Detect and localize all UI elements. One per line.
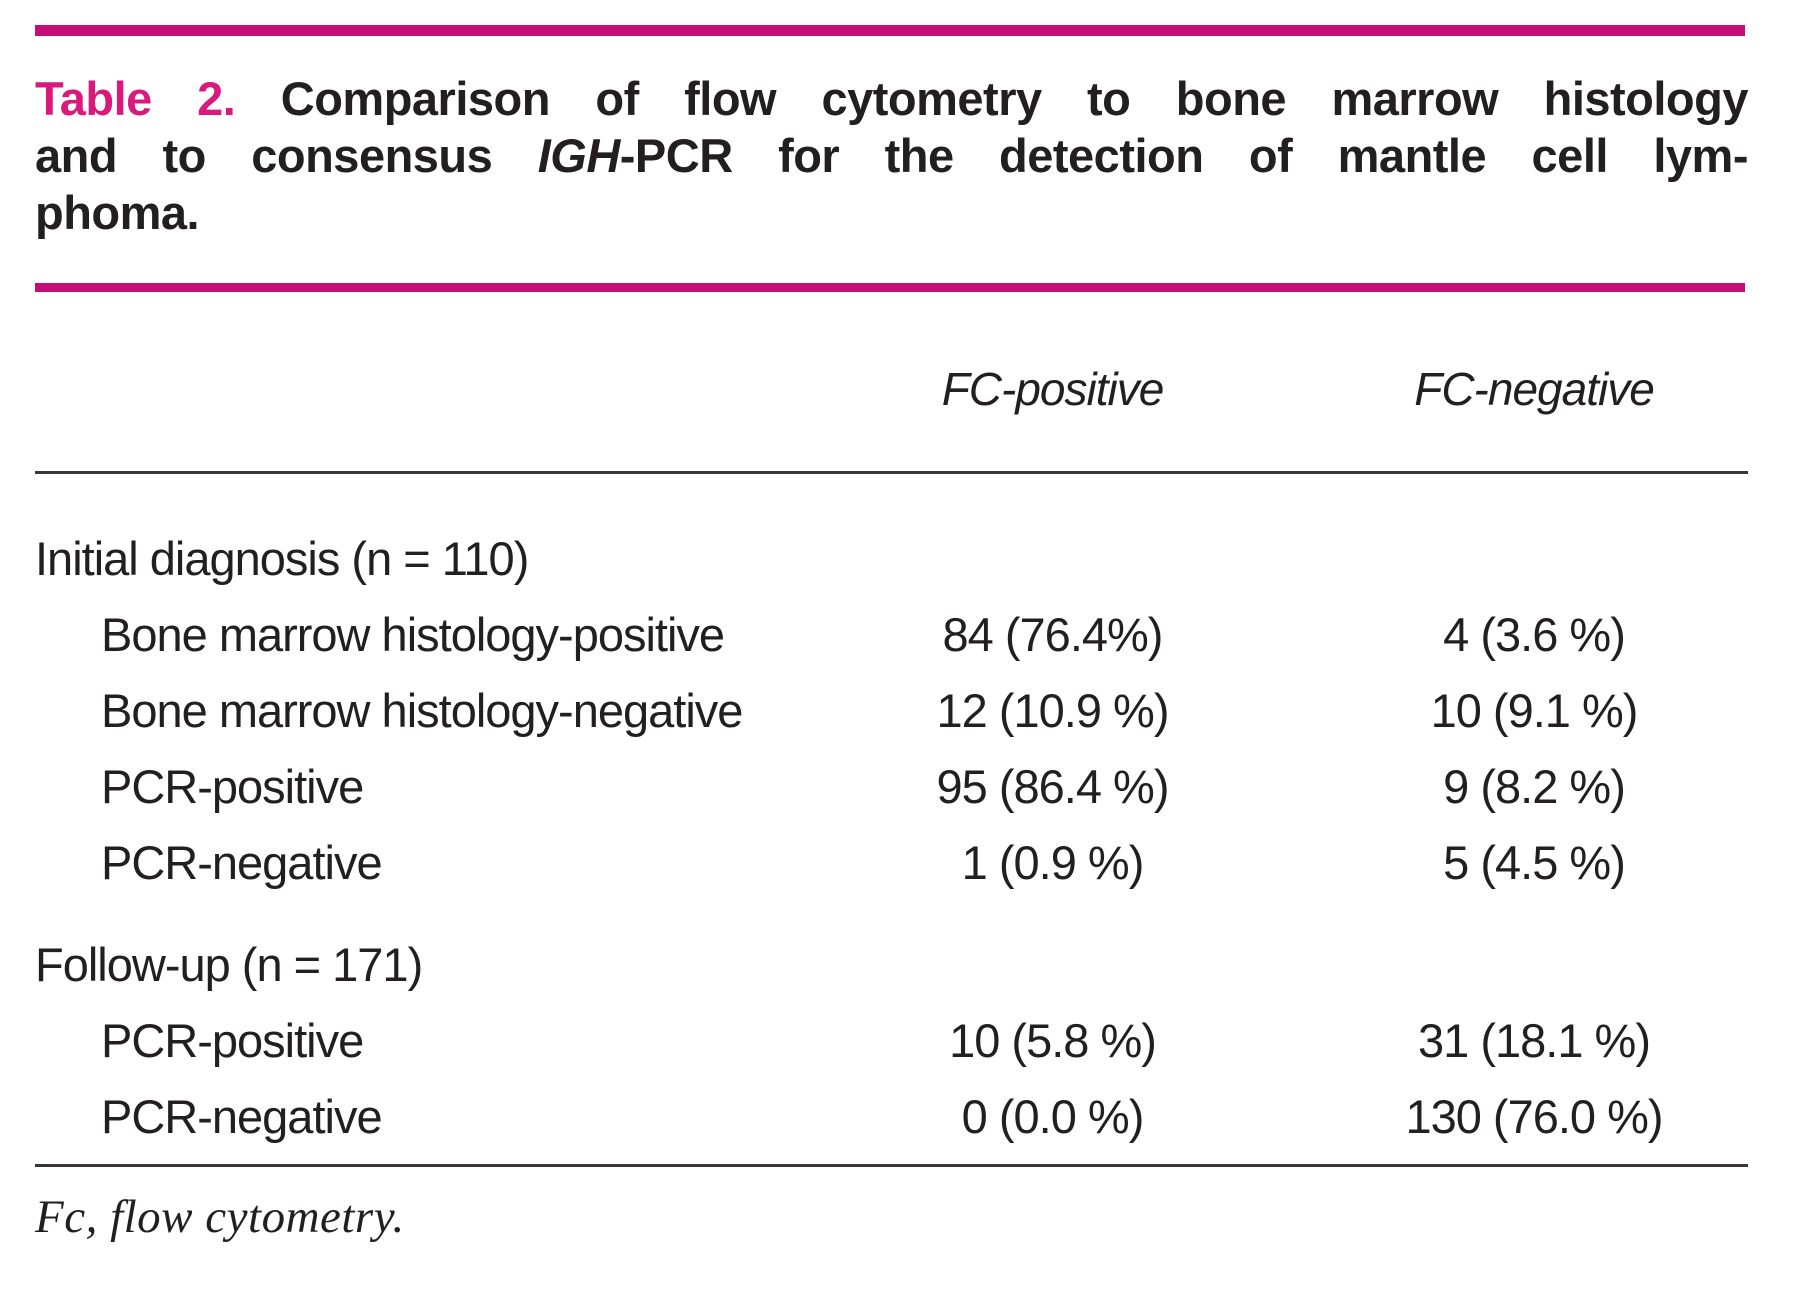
cell-fc-negative: 9 (8.2 %) (1443, 759, 1626, 813)
table-title: Table 2. Comparison of flow cytometry to… (35, 70, 1749, 241)
header-divider-rule (35, 471, 1748, 474)
table-title-gene-igh: IGH (537, 129, 621, 182)
row-label-bm-histology-negative: Bone marrow histology-negative (101, 683, 743, 737)
row-label-bm-histology-positive: Bone marrow histology-positive (101, 607, 725, 661)
cell-fc-positive: 1 (0.9 %) (961, 835, 1145, 889)
column-header-fc-negative: FC-negative (1414, 363, 1655, 415)
section-gap (35, 900, 1748, 926)
row-label-pcr-negative: PCR-negative (101, 835, 383, 889)
table-row: PCR-negative 1 (0.9 %) 5 (4.5 %) (35, 824, 1748, 900)
row-label-pcr-positive-followup: PCR-positive (101, 1013, 364, 1067)
table-row: PCR-positive 10 (5.8 %) 31 (18.1 %) (35, 1002, 1748, 1078)
footnote: Fc, flow cytometry. (35, 1191, 405, 1243)
cell-fc-negative: 31 (18.1 %) (1418, 1013, 1651, 1067)
table-row: PCR-positive 95 (86.4 %) 9 (8.2 %) (35, 748, 1748, 824)
footnote-divider-rule (35, 1164, 1748, 1167)
title-accent-rule (35, 283, 1745, 292)
row-label-pcr-negative-followup: PCR-negative (101, 1089, 383, 1143)
section-header-initial-diagnosis: Initial diagnosis (n = 110) (35, 531, 529, 585)
table-body: Initial diagnosis (n = 110) Bone marrow … (35, 520, 1748, 1154)
cell-fc-negative: 5 (4.5 %) (1443, 835, 1626, 889)
cell-fc-positive: 95 (86.4 %) (936, 759, 1170, 813)
table-title-text-2a: and to consensus (35, 129, 538, 182)
table-title-line-2: and to consensus IGH-PCR for the detecti… (35, 127, 1749, 184)
section-header-row: Initial diagnosis (n = 110) (35, 520, 1748, 596)
cell-fc-positive: 84 (76.4%) (942, 607, 1164, 661)
cell-fc-positive: 12 (10.9 %) (936, 683, 1170, 737)
cell-fc-positive: 10 (5.8 %) (949, 1013, 1157, 1067)
table-number-label: Table 2. (35, 72, 236, 125)
row-label-pcr-positive: PCR-positive (101, 759, 364, 813)
column-header-row: FC-positive FC-negative (35, 362, 1748, 426)
table-title-line-1: Table 2. Comparison of flow cytometry to… (35, 70, 1749, 127)
table-row: Bone marrow histology-positive 84 (76.4%… (35, 596, 1748, 672)
table-title-text-3: phoma. (35, 186, 200, 239)
table-row: Bone marrow histology-negative 12 (10.9 … (35, 672, 1748, 748)
column-header-spacer (35, 362, 785, 426)
cell-fc-negative: 4 (3.6 %) (1443, 607, 1626, 661)
table-title-line-3: phoma. (35, 184, 1748, 241)
table-title-text-2b: -PCR for the detection of mantle cell ly… (619, 129, 1749, 182)
table-row: PCR-negative 0 (0.0 %) 130 (76.0 %) (35, 1078, 1748, 1154)
section-header-follow-up: Follow-up (n = 171) (35, 937, 423, 991)
column-header-fc-positive: FC-positive (941, 363, 1165, 415)
table-title-text-1: Comparison of flow cytometry to bone mar… (280, 72, 1749, 125)
cell-fc-negative: 130 (76.0 %) (1405, 1089, 1663, 1143)
top-accent-bar (35, 25, 1745, 36)
cell-fc-negative: 10 (9.1 %) (1430, 683, 1639, 737)
cell-fc-positive: 0 (0.0 %) (961, 1089, 1145, 1143)
section-header-row: Follow-up (n = 171) (35, 926, 1748, 1002)
